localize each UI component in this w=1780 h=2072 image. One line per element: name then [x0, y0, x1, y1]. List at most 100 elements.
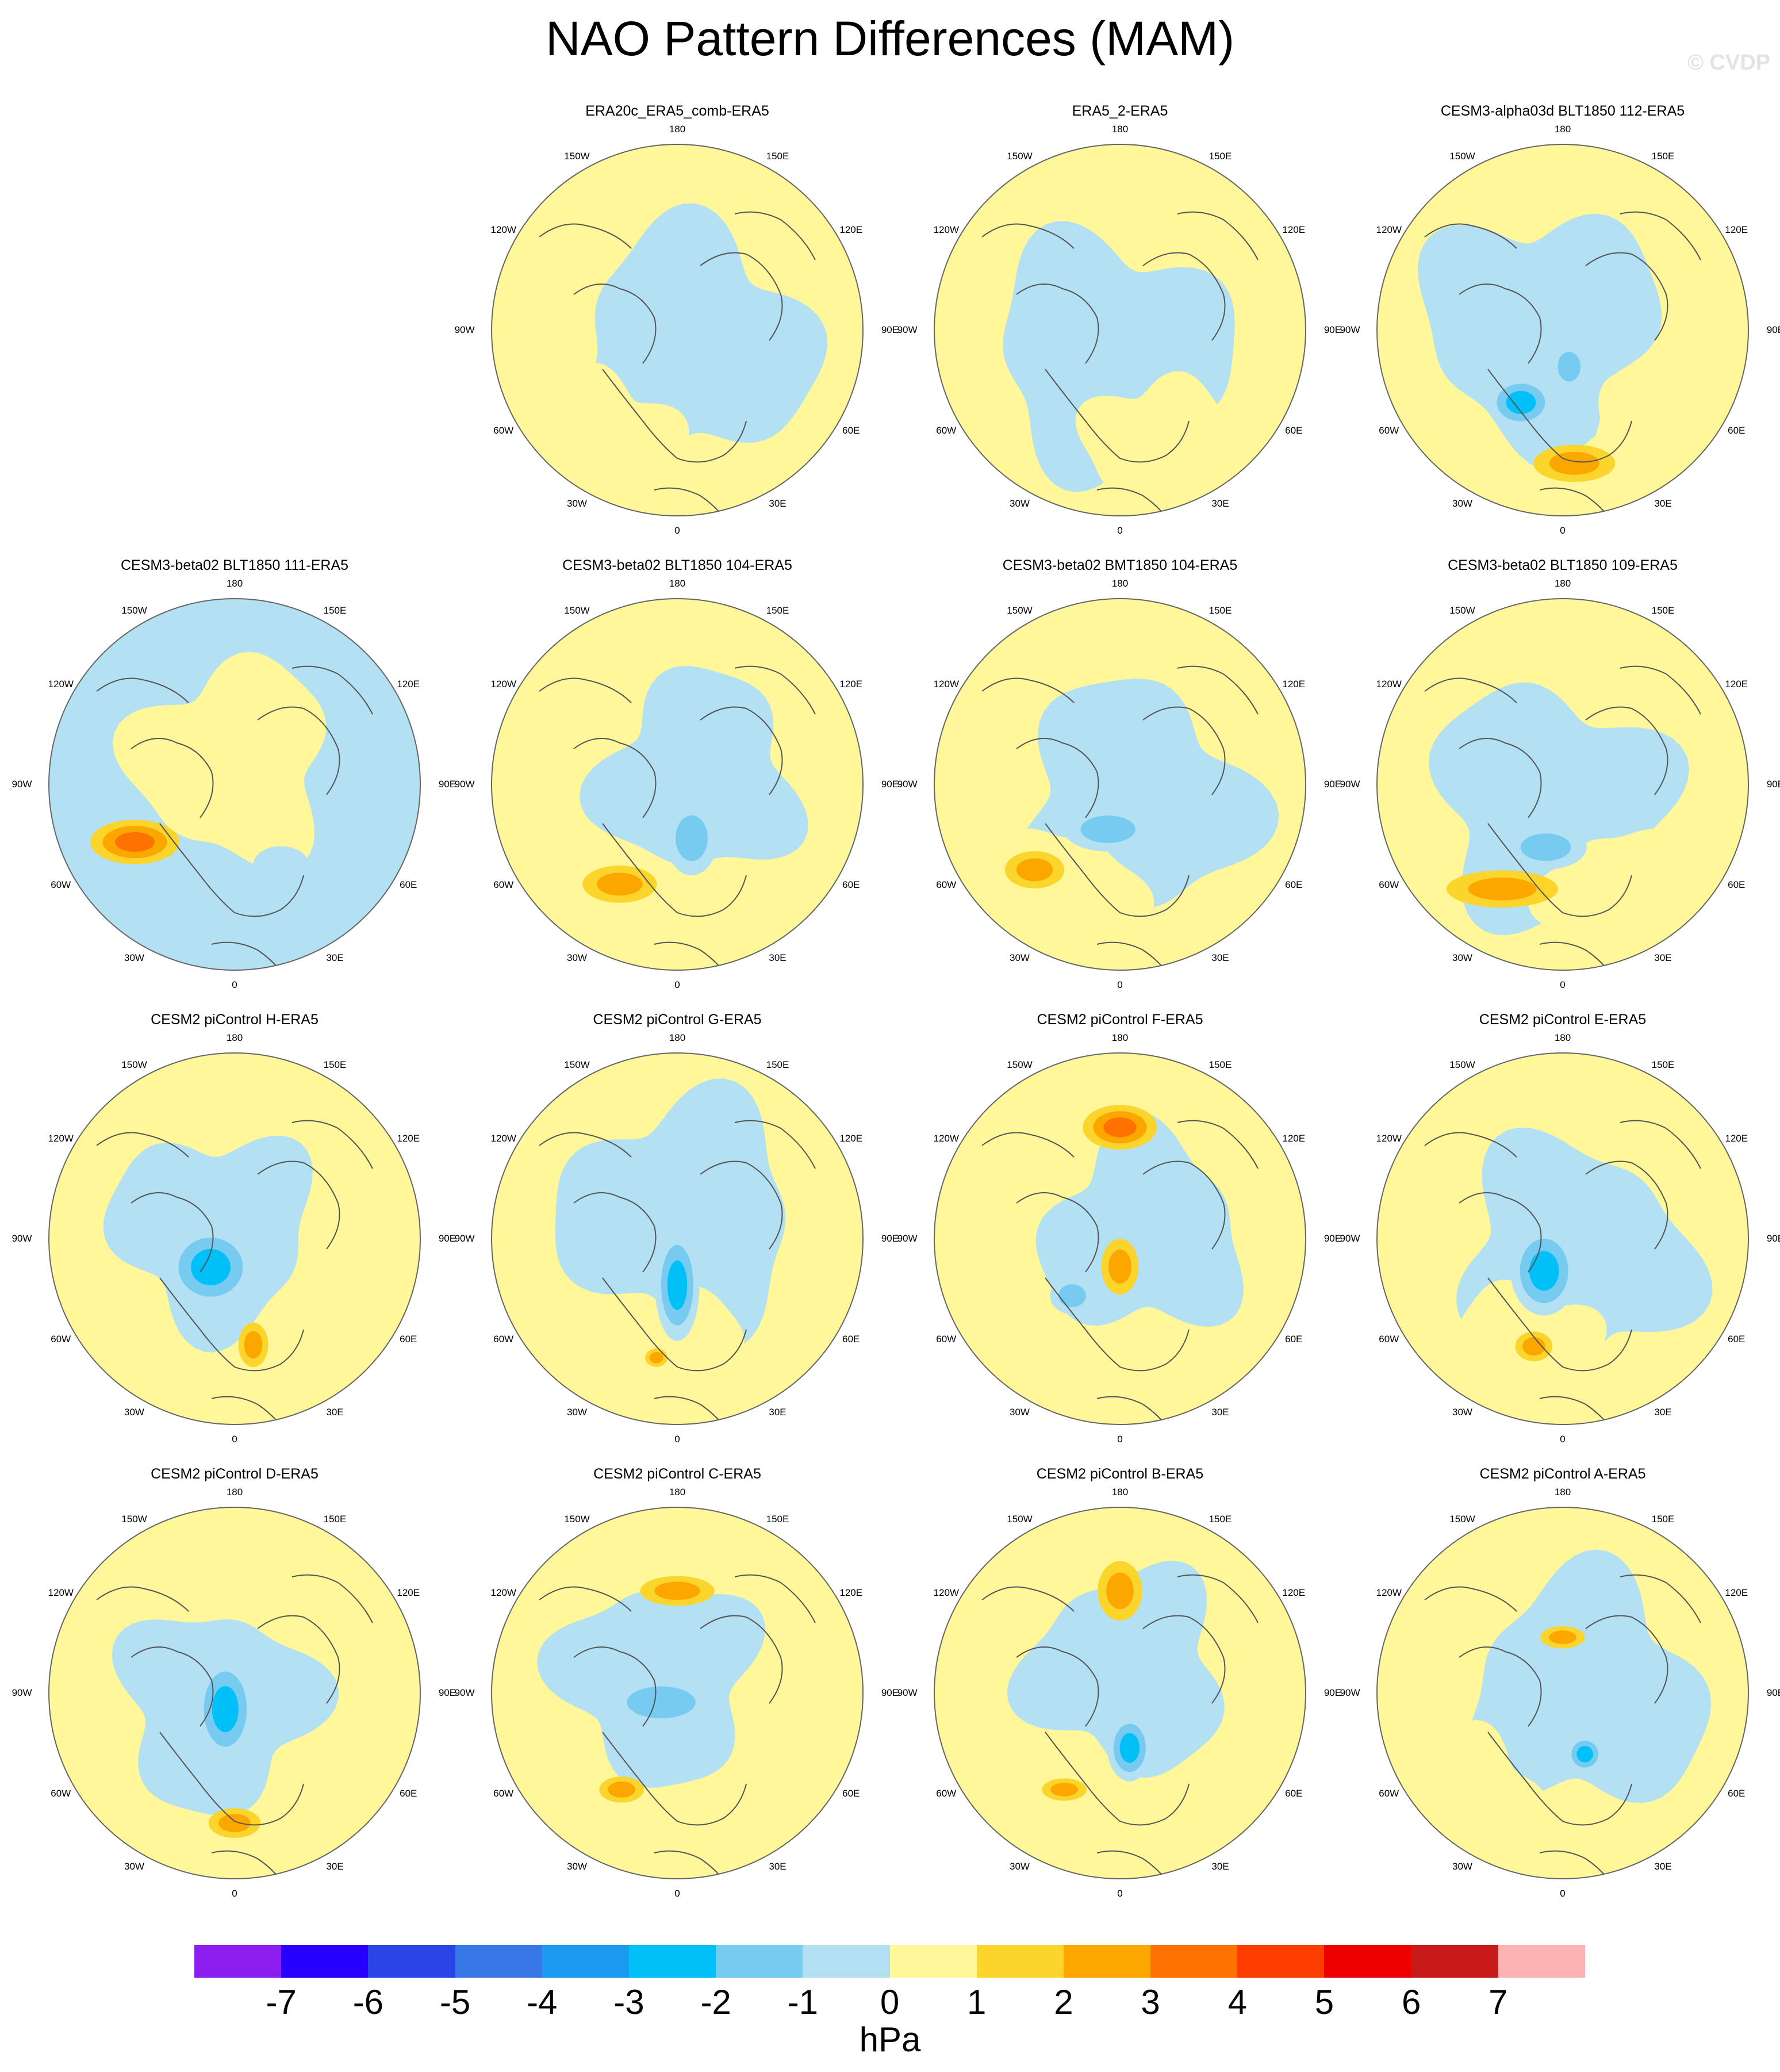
longitude-label: 120E	[1725, 1587, 1748, 1598]
longitude-label: 60W	[936, 1333, 957, 1345]
longitude-label: 180	[669, 1032, 686, 1043]
longitude-label: 150W	[1449, 604, 1475, 616]
colorbar-swatch	[1324, 1945, 1411, 1978]
negative-anomaly	[1058, 1284, 1086, 1307]
coastline	[602, 1732, 747, 1826]
coastline	[1016, 284, 1099, 364]
longitude-label: 0	[674, 525, 680, 536]
coastline	[700, 706, 783, 795]
coastline	[1142, 1161, 1226, 1250]
longitude-label: 180	[226, 578, 243, 589]
longitude-label: 0	[1117, 1888, 1123, 1899]
longitude-label: 30E	[1211, 1407, 1229, 1418]
longitude-label: 90E	[1766, 779, 1780, 790]
longitude-label: 90E	[438, 1233, 456, 1244]
map-panel: CESM2 piControl C-ERA5 180 150E 120E 90E 60E 3…	[455, 1465, 899, 1920]
coastline	[1585, 1161, 1668, 1250]
map-border	[491, 598, 864, 971]
coastline	[1459, 1646, 1542, 1727]
colorbar-swatch	[1411, 1945, 1498, 1978]
polar-map	[491, 144, 864, 516]
panel-title: CESM2 piControl C-ERA5	[593, 1466, 761, 1482]
positive-anomaly	[1050, 1782, 1078, 1797]
longitude-label: 150W	[564, 1513, 590, 1525]
map-border	[934, 1507, 1306, 1879]
longitude-label: 150W	[1007, 150, 1033, 162]
longitude-label: 60W	[936, 879, 957, 890]
panel-title: CESM3-beta02 BLT1850 109-ERA5	[1448, 557, 1678, 573]
longitude-label: 30W	[124, 1407, 144, 1418]
negative-anomaly	[667, 1260, 688, 1310]
longitude-label: 30W	[1010, 1861, 1030, 1872]
longitude-label: 30W	[124, 1861, 144, 1872]
coastline	[1620, 1120, 1701, 1169]
coastline	[1424, 1132, 1517, 1158]
map-border	[48, 1052, 421, 1425]
coastline	[1620, 211, 1701, 261]
map-border	[48, 598, 421, 971]
longitude-label: 30W	[1452, 1407, 1472, 1418]
longitude-label: 0	[674, 1888, 680, 1899]
longitude-label: 60W	[493, 1787, 514, 1799]
longitude-label: 90W	[454, 1687, 475, 1698]
polar-map	[48, 1507, 421, 1879]
longitude-label: 60E	[842, 1787, 860, 1799]
longitude-label: 90W	[11, 1687, 32, 1698]
longitude-label: 30E	[769, 952, 787, 964]
coastline	[1424, 223, 1517, 249]
map-panel: CESM2 piControl G-ERA5 180 150E 120E 90E 60E 3…	[455, 1011, 899, 1465]
negative-anomaly	[676, 815, 708, 861]
polar-map	[1376, 1052, 1749, 1425]
coastline	[1142, 252, 1226, 341]
anomaly-region	[1075, 371, 1227, 516]
longitude-label: 120W	[933, 678, 959, 690]
polar-map	[491, 598, 864, 971]
longitude-label: 30W	[1010, 952, 1030, 964]
longitude-label: 30E	[769, 498, 787, 510]
longitude-label: 150W	[1449, 150, 1475, 162]
longitude-label: 150E	[1209, 1513, 1232, 1525]
longitude-label: 90W	[454, 779, 475, 790]
coastline	[1142, 1615, 1226, 1704]
map-border	[934, 1052, 1306, 1425]
longitude-label: 120W	[490, 1132, 516, 1144]
longitude-label: 90E	[438, 1687, 456, 1698]
anomaly-region	[582, 203, 828, 463]
coastline	[131, 1192, 214, 1273]
longitude-label: 60E	[400, 1333, 417, 1345]
longitude-label: 30W	[1452, 1861, 1472, 1872]
longitude-label: 30W	[567, 1407, 587, 1418]
longitude-label: 180	[669, 1487, 686, 1497]
map-border	[491, 144, 864, 516]
colorbar-swatch	[716, 1945, 803, 1978]
longitude-label: 30E	[1211, 952, 1229, 964]
map-border	[1376, 144, 1749, 516]
map-panel: CESM2 piControl E-ERA5 180 150E 120E 90E 60E 3…	[1340, 1011, 1780, 1465]
anomaly-region	[1003, 221, 1235, 492]
coastline	[539, 1132, 632, 1158]
longitude-label: 120W	[1376, 1587, 1402, 1598]
longitude-label: 90W	[897, 1233, 918, 1244]
longitude-label: 150E	[1651, 150, 1675, 162]
colorbar-swatch	[1498, 1945, 1585, 1978]
polar-map	[1376, 598, 1749, 971]
negative-anomaly	[1080, 815, 1135, 843]
coastline	[1177, 665, 1259, 715]
longitude-label: 120W	[1376, 224, 1402, 235]
anomaly-region	[112, 652, 327, 871]
longitude-label: 60W	[51, 1333, 71, 1345]
longitude-label: 60W	[936, 424, 957, 436]
longitude-label: 120W	[1376, 678, 1402, 690]
longitude-label: 0	[232, 1888, 237, 1899]
longitude-label: 60W	[493, 424, 514, 436]
negative-anomaly	[1529, 1251, 1559, 1291]
longitude-label: 180	[669, 124, 686, 135]
coastline	[539, 677, 632, 703]
longitude-label: 60W	[1379, 1333, 1399, 1345]
positive-anomaly	[654, 1581, 700, 1600]
longitude-label: 60W	[51, 879, 71, 890]
negative-anomaly	[1521, 833, 1571, 861]
longitude-label: 150W	[564, 604, 590, 616]
polar-map	[48, 598, 421, 971]
longitude-label: 150W	[1449, 1513, 1475, 1525]
